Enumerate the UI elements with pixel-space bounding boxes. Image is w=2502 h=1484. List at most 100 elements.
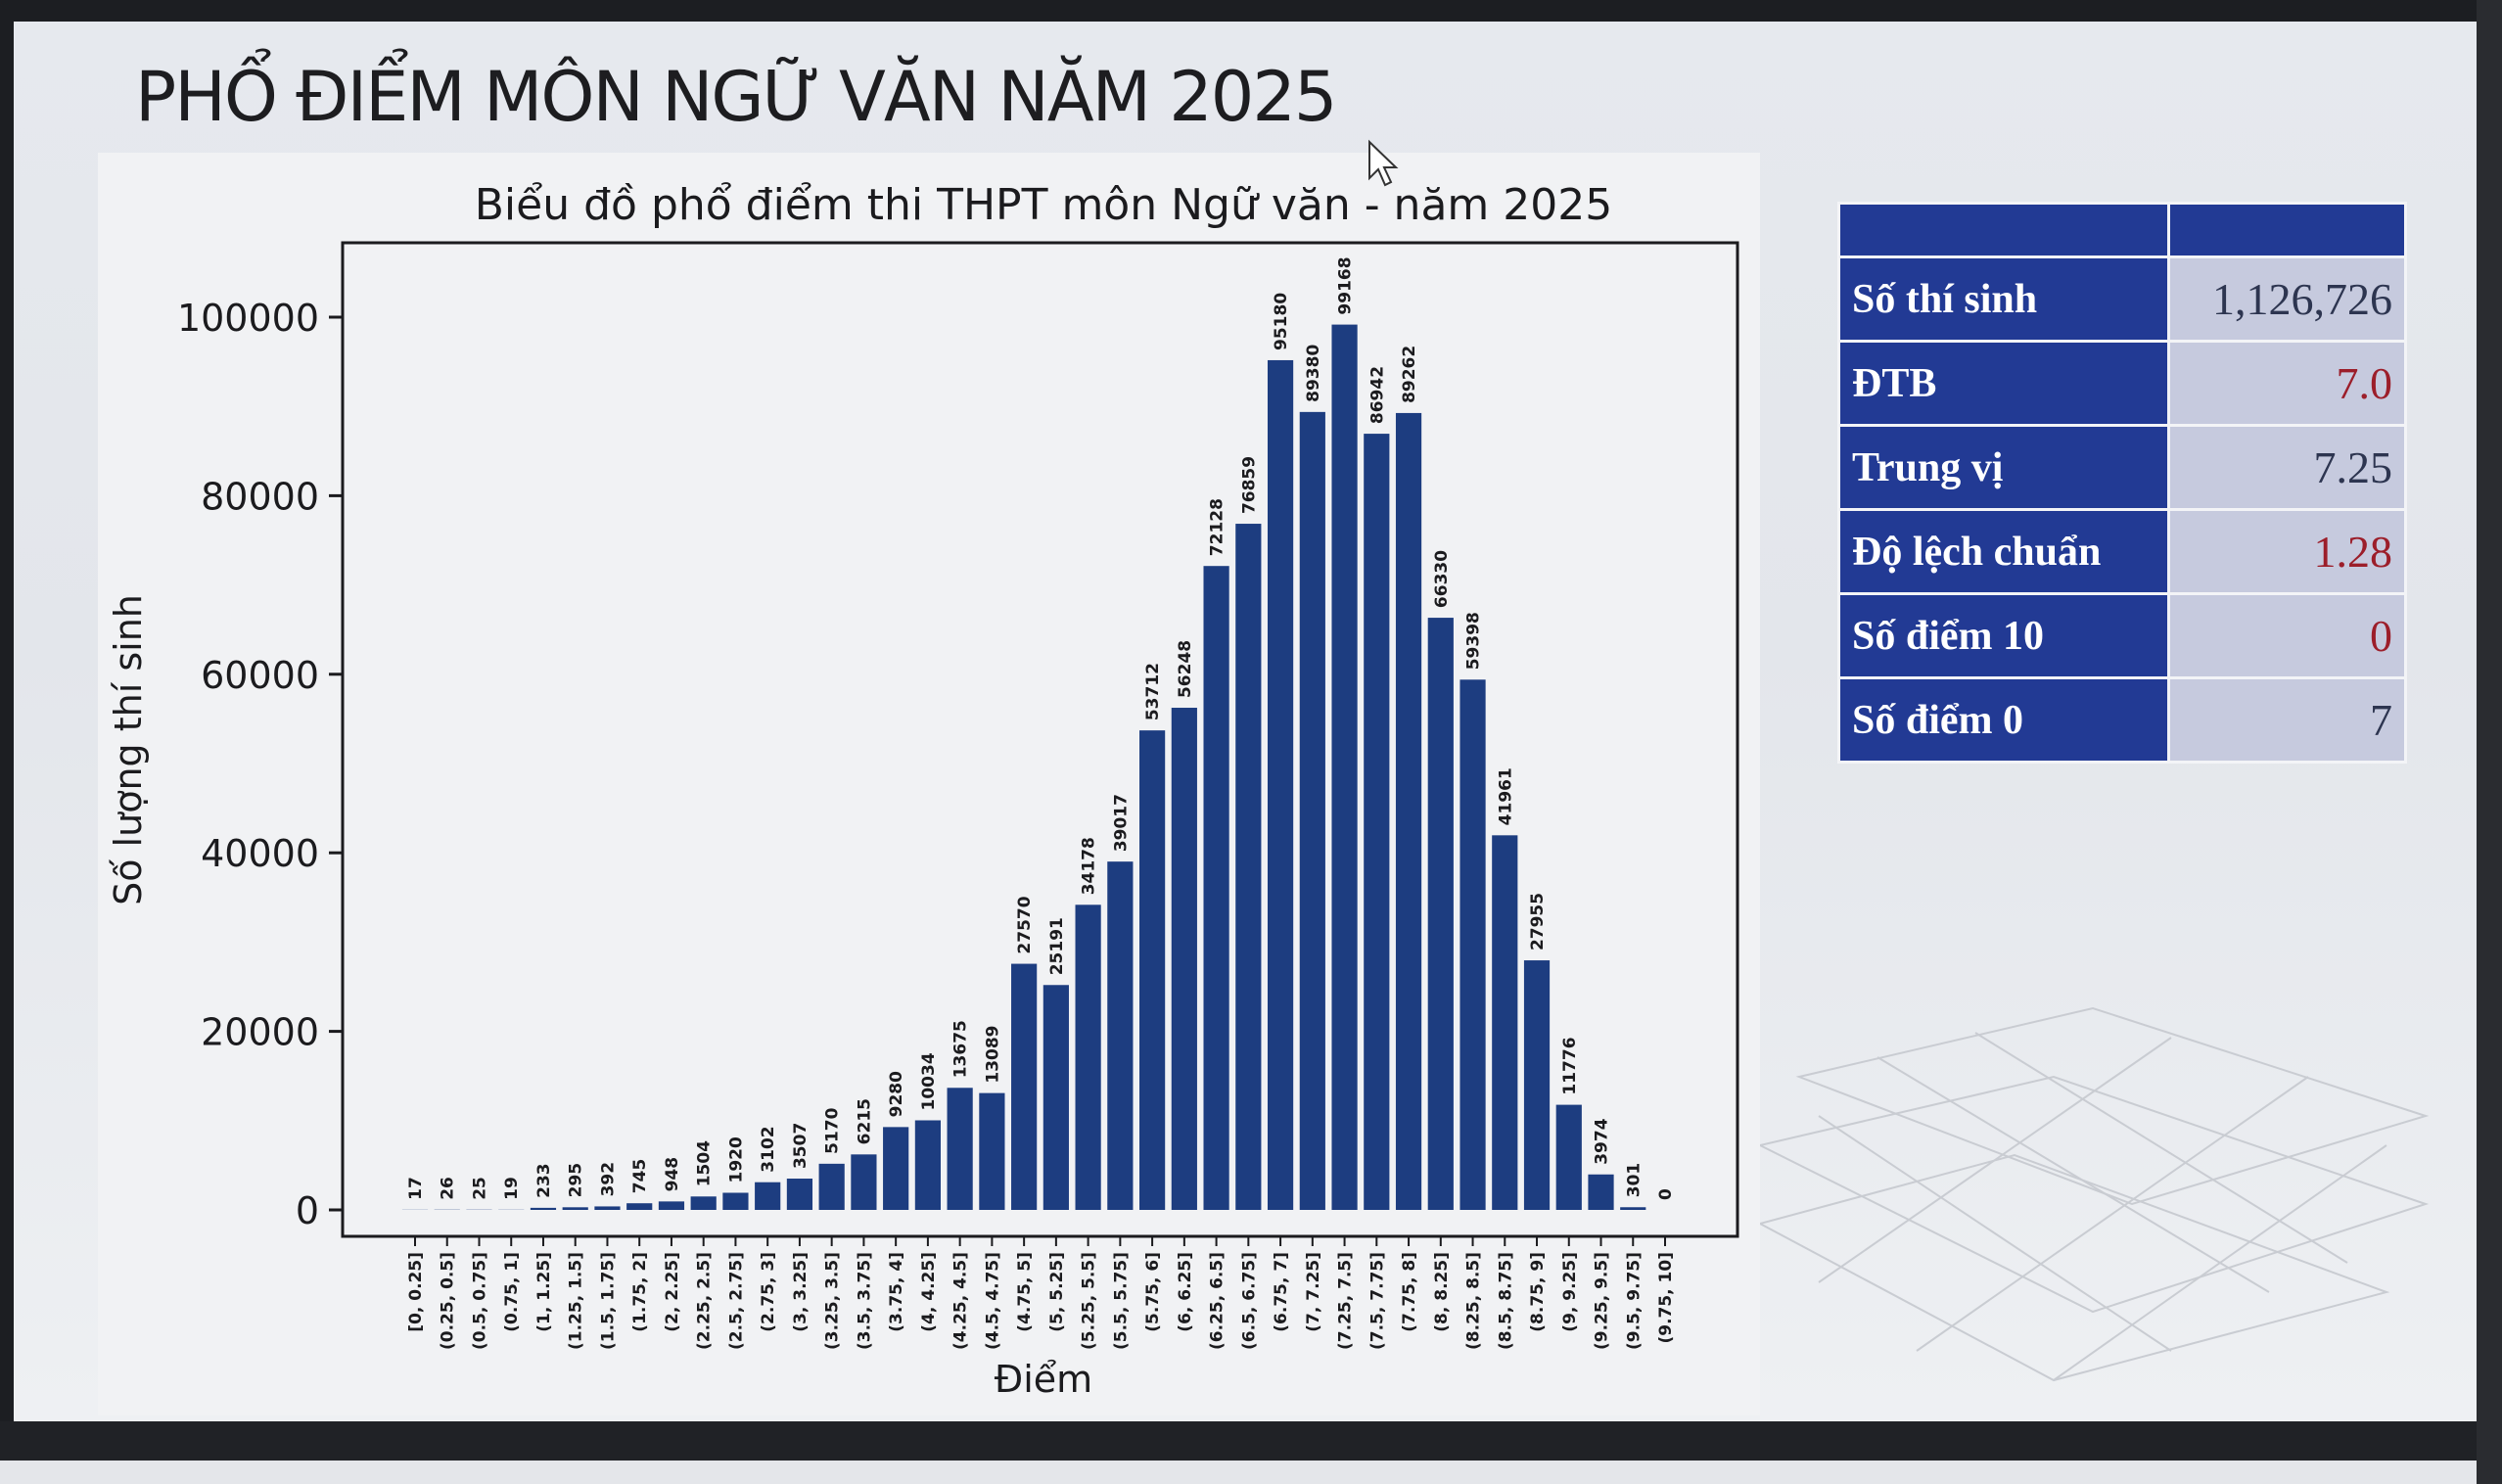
stats-value: 1.28 (2167, 508, 2407, 595)
histogram-bar (1171, 708, 1197, 1210)
x-tick-label: (1.75, 2] (630, 1252, 650, 1332)
x-tick-label: (1, 1.25] (534, 1252, 554, 1332)
histogram-bar (947, 1088, 973, 1210)
bar-value-label: 26 (439, 1177, 458, 1200)
bar-value-label: 99168 (1336, 256, 1356, 314)
x-tick-label: (2.25, 2.5] (695, 1252, 715, 1350)
bar-value-label: 13675 (951, 1020, 971, 1078)
bars (401, 324, 1646, 1211)
plot-area-frame (341, 241, 1739, 1238)
chart-panel: Biểu đồ phổ điểm thi THPT môn Ngữ văn - … (98, 153, 1760, 1415)
histogram-bar (755, 1182, 781, 1210)
histogram-bar (1620, 1207, 1646, 1210)
histogram-bar (1139, 730, 1166, 1210)
stats-label: Số điểm 10 (1837, 592, 2170, 679)
x-tick-label: (4, 4.25] (919, 1252, 939, 1332)
x-axis-label: Điểm (995, 1358, 1092, 1401)
x-tick-label: (1.5, 1.75] (598, 1252, 618, 1350)
y-axis: 0 20000 40000 60000 80000 100000 (177, 297, 343, 1232)
histogram-bar (1203, 566, 1229, 1210)
x-tick-label: (9.5, 9.75] (1624, 1252, 1644, 1350)
y-tick-label: 0 (296, 1189, 319, 1232)
histogram-bar (658, 1201, 685, 1210)
histogram-bar (1588, 1174, 1614, 1210)
x-tick-label: (6.25, 6.5] (1208, 1252, 1228, 1350)
histogram-bar (1523, 960, 1551, 1210)
x-tick-label: (7.25, 7.5] (1336, 1252, 1356, 1350)
bar-value-label: 41961 (1496, 767, 1515, 825)
stats-row: ĐTB 7.0 (1837, 340, 2407, 427)
histogram-bar (914, 1120, 941, 1210)
bar-value-labels: 17 26 25 19 233 295 392 745 948 1504 1920 3102 3507 5… (406, 256, 1676, 1200)
x-tick-label: (4.75, 5] (1015, 1252, 1035, 1332)
histogram-bar (1331, 324, 1358, 1210)
x-tick-labels: [0, 0.25] (0.25, 0.5] (0.5, 0.75] (0.75, 1]… (406, 1236, 1676, 1350)
histogram-bar (594, 1206, 621, 1210)
x-tick-label: (8, 8.25] (1432, 1252, 1452, 1332)
histogram-bar (1107, 861, 1134, 1210)
x-tick-label: (7.5, 7.75] (1367, 1252, 1387, 1350)
histogram-bar (979, 1092, 1005, 1210)
stats-row: Số thí sinh 1,126,726 (1837, 255, 2407, 343)
stats-label: ĐTB (1837, 340, 2170, 427)
bar-value-label: 56248 (1176, 640, 1195, 698)
x-tick-label: (9.25, 9.5] (1593, 1252, 1612, 1350)
x-tick-label: (3, 3.25] (791, 1252, 811, 1332)
bar-value-label: 9280 (887, 1071, 906, 1117)
stats-row: Độ lệch chuẩn 1.28 (1837, 508, 2407, 595)
y-tick-label: 60000 (201, 654, 319, 697)
x-tick-label: (1.25, 1.5] (567, 1252, 586, 1350)
bar-value-label: 59398 (1464, 612, 1484, 670)
stats-label: Độ lệch chuẩn (1837, 508, 2170, 595)
bar-value-label: 27955 (1528, 893, 1548, 951)
x-tick-label: (0.25, 0.5] (439, 1252, 458, 1350)
bar-value-label: 89262 (1400, 346, 1419, 403)
stats-table: Số thí sinh 1,126,726 ĐTB 7.0 Trung vị 7… (1837, 202, 2407, 764)
bar-value-label: 17 (406, 1177, 426, 1200)
bar-value-label: 13089 (983, 1025, 1002, 1083)
stats-value: 7 (2167, 676, 2407, 764)
bar-value-label: 301 (1624, 1163, 1644, 1198)
bar-value-label: 39017 (1111, 794, 1131, 852)
stats-row: Số điểm 10 0 (1837, 592, 2407, 679)
x-tick-label: (3.25, 3.5] (823, 1252, 843, 1350)
histogram-bar (530, 1207, 557, 1210)
histogram-bar (722, 1192, 749, 1210)
stats-value: 1,126,726 (2167, 255, 2407, 343)
bar-value-label: 1504 (695, 1140, 715, 1186)
stats-value: 7.0 (2167, 340, 2407, 427)
x-tick-label: (0.5, 0.75] (470, 1252, 489, 1350)
screen-bottom-edge (0, 1461, 2502, 1484)
stats-row: Số điểm 0 7 (1837, 676, 2407, 764)
histogram-chart: Biểu đồ phổ điểm thi THPT môn Ngữ văn - … (107, 180, 1739, 1401)
x-tick-label: (0.75, 1] (502, 1252, 522, 1332)
x-tick-label: (8.75, 9] (1528, 1252, 1548, 1332)
x-tick-label: (5.25, 5.5] (1080, 1252, 1099, 1350)
y-tick-label: 20000 (201, 1011, 319, 1054)
x-tick-label: [0, 0.25] (406, 1252, 426, 1332)
histogram-bar (1042, 985, 1069, 1210)
bar-value-label: 66330 (1432, 550, 1452, 608)
bar-value-label: 34178 (1080, 837, 1099, 895)
histogram-bar (1364, 434, 1390, 1210)
bar-value-label: 53712 (1143, 663, 1163, 720)
histogram-bar (1011, 963, 1038, 1210)
decorative-grid (1760, 1006, 2430, 1382)
bar-value-label: 745 (630, 1159, 650, 1194)
bar-value-label: 3974 (1593, 1118, 1612, 1164)
stats-label: Trung vị (1837, 424, 2170, 511)
histogram-bar (1395, 412, 1422, 1211)
histogram-bar (562, 1207, 588, 1210)
bar-value-label: 25 (470, 1177, 489, 1200)
histogram-bar (883, 1127, 909, 1210)
histogram-bar (1555, 1104, 1582, 1210)
stats-header-cell (2167, 202, 2407, 258)
x-tick-label: (4.5, 4.75] (983, 1252, 1002, 1350)
histogram-bar (1267, 359, 1294, 1211)
x-tick-label: (5.5, 5.75] (1111, 1252, 1131, 1350)
stats-value: 7.25 (2167, 424, 2407, 511)
histogram-bar (818, 1163, 845, 1210)
x-tick-label: (3.5, 3.75] (855, 1252, 874, 1350)
histogram-bar (1299, 411, 1325, 1211)
x-tick-label: (9, 9.25] (1560, 1252, 1580, 1332)
